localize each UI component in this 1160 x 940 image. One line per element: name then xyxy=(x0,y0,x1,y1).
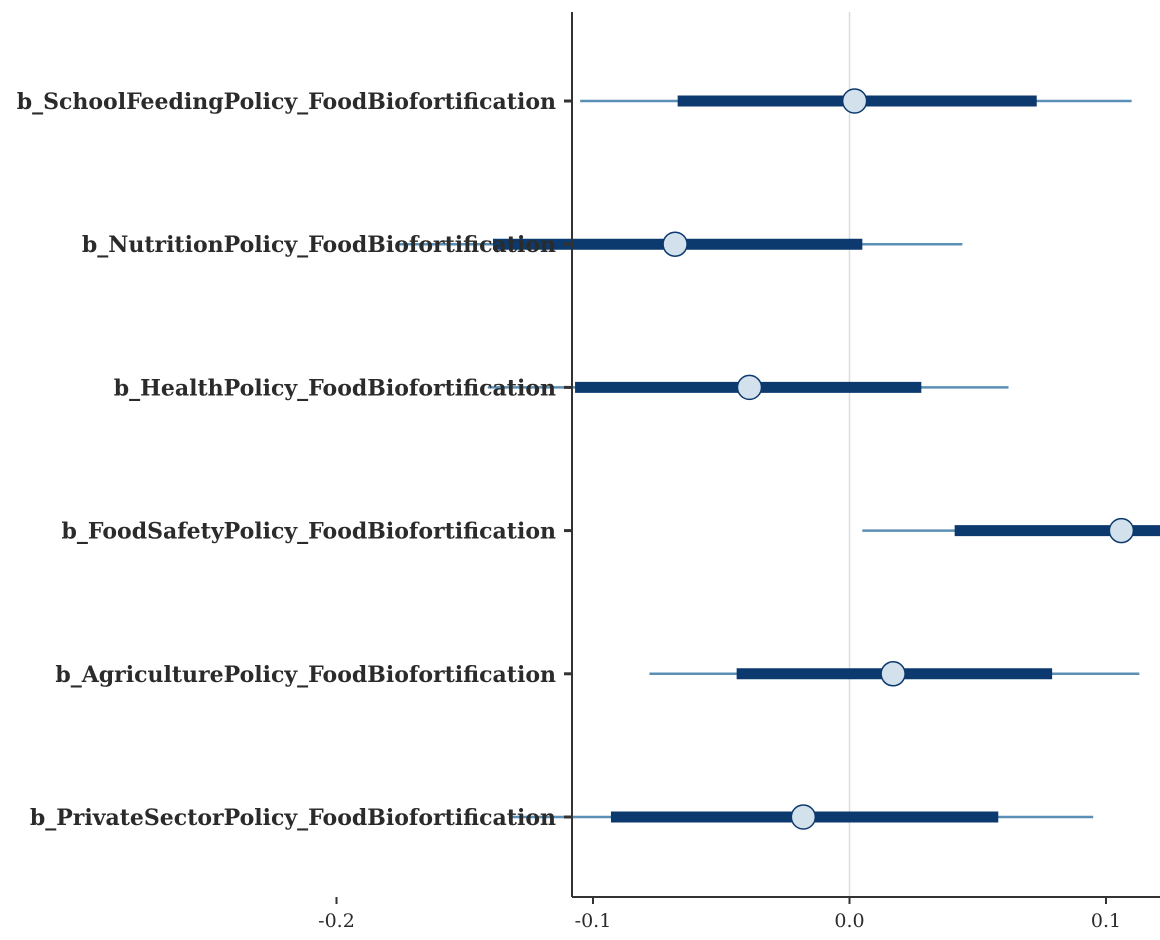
interval-row xyxy=(862,517,1160,544)
y-tick-label: b_NutritionPolicy_FoodBiofortification xyxy=(82,232,556,258)
y-tick-label: b_PrivateSectorPolicy_FoodBiofortificati… xyxy=(30,805,556,831)
y-tick-label: b_SchoolFeedingPolicy_FoodBiofortificati… xyxy=(17,89,556,115)
point-estimate xyxy=(790,804,817,830)
y-tick-label: b_HealthPolicy_FoodBiofortification xyxy=(114,375,556,401)
x-tick-label: 0.1 xyxy=(1091,910,1121,932)
x-tick-label: -0.1 xyxy=(575,910,612,932)
interval-row xyxy=(487,374,1009,401)
y-axis-ticks: b_SchoolFeedingPolicy_FoodBiofortificati… xyxy=(17,89,572,831)
point-estimate xyxy=(841,88,868,114)
x-tick-label: -0.2 xyxy=(318,910,355,932)
x-tick-label: 0.0 xyxy=(834,910,864,932)
point-estimate xyxy=(662,231,688,257)
interval-marks xyxy=(398,88,1160,830)
y-tick-label: b_FoodSafetyPolicy_FoodBiofortification xyxy=(62,519,556,545)
point-estimate xyxy=(736,374,763,401)
y-tick-label: b_AgriculturePolicy_FoodBiofortification xyxy=(55,662,556,688)
point-estimate xyxy=(1108,517,1135,544)
point-estimate xyxy=(880,661,906,687)
interval-row xyxy=(398,231,963,257)
interval-row xyxy=(649,661,1140,687)
x-axis-ticks: -0.2-0.10.00.10.2 xyxy=(318,897,1121,932)
interval-row xyxy=(510,804,1094,830)
interval-row xyxy=(580,88,1132,114)
